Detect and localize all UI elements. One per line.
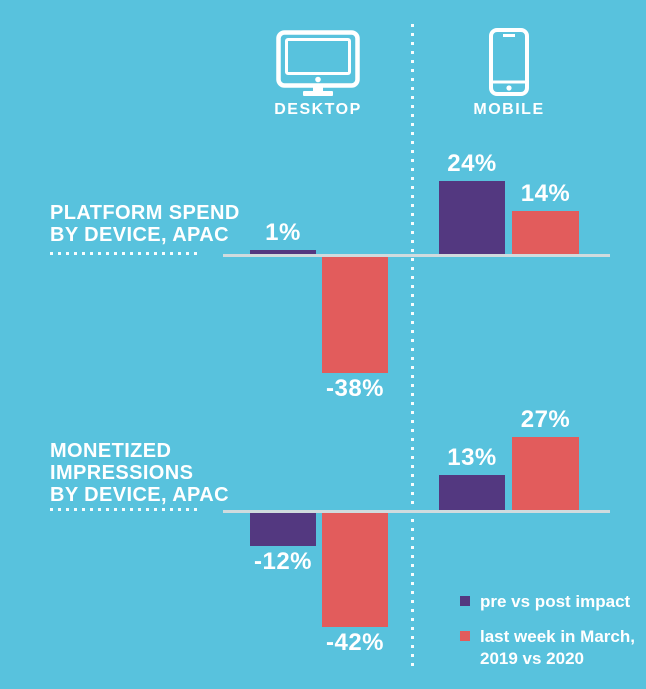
monetized-impressions-title: MONETIZED IMPRESSIONS BY DEVICE, APAC bbox=[50, 440, 229, 506]
bar-monetized-impressions-mobile-march: 27% bbox=[512, 406, 579, 510]
bar-platform-spend-mobile-pre: 24% bbox=[439, 150, 505, 254]
bar bbox=[439, 475, 505, 510]
bar bbox=[250, 513, 316, 546]
legend-item-last-week-march: last week in March, 2019 vs 2020 bbox=[460, 626, 635, 670]
bar-value-label: 27% bbox=[520, 406, 571, 433]
desktop-column-label: DESKTOP bbox=[274, 101, 362, 118]
legend-swatch-purple bbox=[460, 596, 470, 606]
bar bbox=[322, 257, 388, 373]
row-title-line: IMPRESSIONS bbox=[50, 462, 194, 484]
bar-value-label: 1% bbox=[265, 219, 301, 246]
bar bbox=[512, 437, 579, 510]
bar-value-label: 24% bbox=[447, 150, 497, 177]
bar-monetized-impressions-desktop-pre: -12% bbox=[250, 513, 316, 575]
bar-monetized-impressions-desktop-march: -42% bbox=[322, 513, 388, 656]
bar-value-label: -42% bbox=[325, 629, 385, 656]
legend-swatch-red bbox=[460, 631, 470, 641]
row-title-line: MONETIZED bbox=[50, 440, 172, 462]
bar-value-label: -38% bbox=[325, 375, 385, 402]
legend-label: pre vs post impact bbox=[480, 592, 631, 611]
bar bbox=[439, 181, 505, 254]
row-title-line: PLATFORM SPEND bbox=[50, 202, 240, 224]
row-title-line: BY DEVICE, APAC bbox=[50, 224, 229, 246]
row-title-line: BY DEVICE, APAC bbox=[50, 484, 229, 506]
monetized-impressions-dotted-underline bbox=[50, 508, 202, 511]
monetized-impressions-baseline bbox=[223, 510, 610, 513]
legend: pre vs post impact last week in March, 2… bbox=[460, 591, 635, 670]
bar-platform-spend-mobile-march: 14% bbox=[512, 180, 579, 254]
column-divider-dotted-line bbox=[411, 24, 414, 672]
mobile-column-label: MOBILE bbox=[473, 101, 545, 118]
bar-platform-spend-desktop-march: -38% bbox=[322, 257, 388, 402]
platform-spend-title: PLATFORM SPEND BY DEVICE, APAC bbox=[50, 202, 240, 246]
legend-label: last week in March, 2019 vs 2020 bbox=[480, 627, 635, 668]
bar-value-label: 13% bbox=[447, 444, 497, 471]
desktop-monitor-icon bbox=[276, 30, 360, 98]
bar-monetized-impressions-mobile-pre: 13% bbox=[439, 444, 505, 510]
legend-item-pre-vs-post: pre vs post impact bbox=[460, 591, 635, 613]
bar-value-label: 14% bbox=[520, 180, 571, 207]
bar-platform-spend-desktop-pre: 1% bbox=[250, 219, 316, 254]
mobile-phone-icon bbox=[489, 28, 529, 96]
bar bbox=[250, 250, 316, 254]
platform-spend-dotted-underline bbox=[50, 252, 202, 255]
bar bbox=[322, 513, 388, 627]
platform-spend-baseline bbox=[223, 254, 610, 257]
bar-value-label: -12% bbox=[253, 548, 313, 575]
bar bbox=[512, 211, 579, 254]
